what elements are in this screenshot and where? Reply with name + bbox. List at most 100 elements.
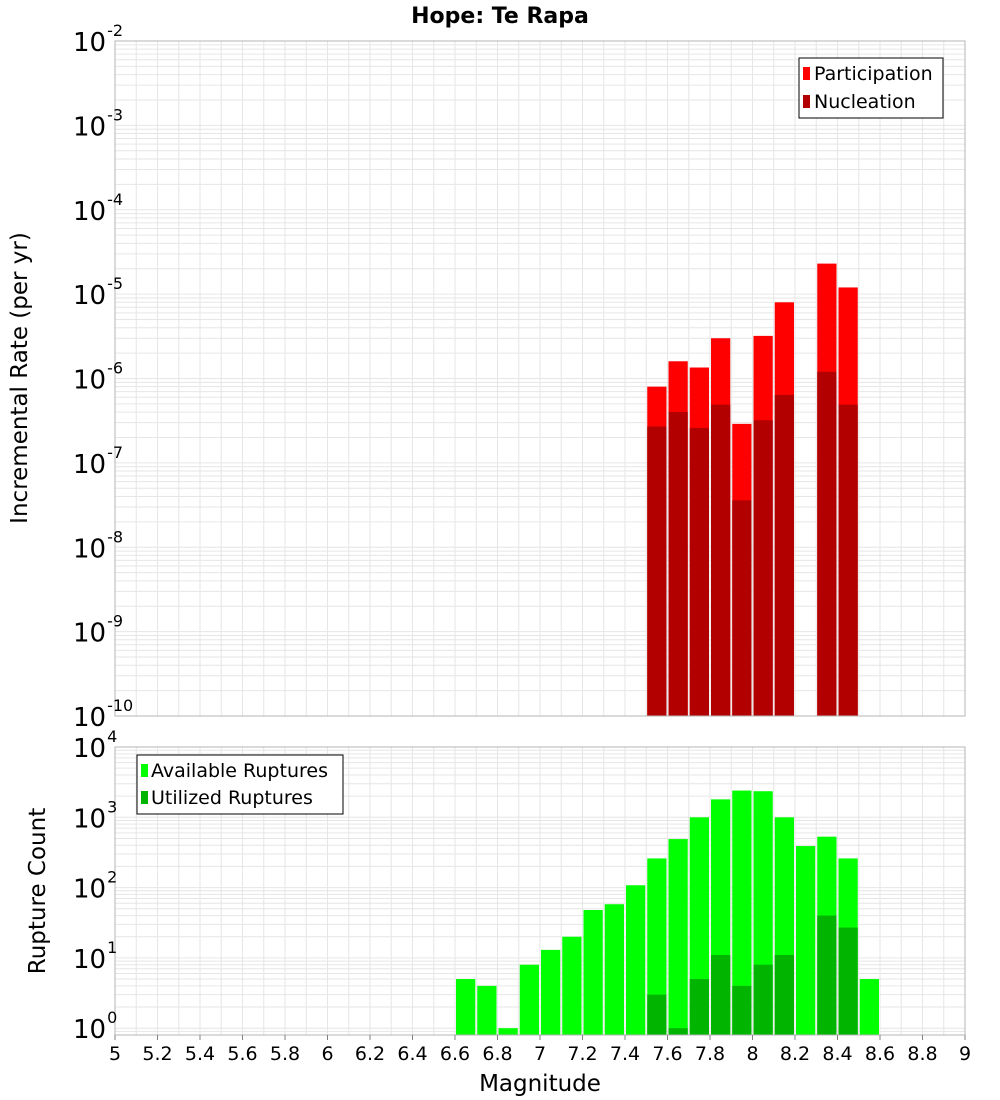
bottom-bar-available-ruptures xyxy=(604,904,624,1035)
y-tick-label: 10-5 xyxy=(73,274,123,311)
bottom-bar-available-ruptures xyxy=(796,846,816,1035)
x-tick-label: 6.4 xyxy=(397,1043,427,1065)
y-tick-exponent: -3 xyxy=(107,105,123,124)
x-tick-label: 7.2 xyxy=(567,1043,597,1065)
x-tick-label: 7.4 xyxy=(610,1043,640,1065)
y-tick-label: 10-7 xyxy=(73,443,123,480)
top-bar-nucleation xyxy=(817,371,837,716)
y-tick-exponent: -5 xyxy=(107,274,123,293)
x-tick-label: 5.2 xyxy=(142,1043,172,1065)
y-tick-exponent: 0 xyxy=(107,1008,117,1027)
x-tick-label: 8.2 xyxy=(780,1043,810,1065)
legend-swatch-utilized xyxy=(141,791,148,804)
bottom-bar-utilized-ruptures xyxy=(817,915,837,1035)
y-tick-exponent: 3 xyxy=(107,797,117,816)
x-tick-label: 5.4 xyxy=(185,1043,215,1065)
bottom-bar-available-ruptures xyxy=(859,979,879,1035)
top-bar-nucleation xyxy=(838,404,858,716)
y-tick-label: 10-8 xyxy=(73,527,123,564)
x-tick-label: 6.6 xyxy=(440,1043,470,1065)
x-tick-label: 6 xyxy=(321,1043,333,1065)
top-bar-nucleation xyxy=(689,427,709,716)
top-bars xyxy=(647,263,858,716)
x-tick-label: 7.8 xyxy=(695,1043,725,1065)
y-tick-label: 102 xyxy=(73,868,117,905)
bottom-bar-available-ruptures xyxy=(541,949,561,1035)
bottom-bar-utilized-ruptures xyxy=(732,985,752,1035)
bottom-bar-available-ruptures xyxy=(477,985,497,1035)
bottom-bar-available-ruptures xyxy=(732,790,752,1035)
y-tick-label: 10-6 xyxy=(73,359,123,396)
top-bar-nucleation xyxy=(732,500,752,716)
bottom-bar-available-ruptures xyxy=(456,979,476,1035)
y-tick-exponent: -8 xyxy=(107,527,123,546)
y-tick-label: 103 xyxy=(73,797,117,834)
bottom-legend: Available Ruptures Utilized Ruptures xyxy=(136,754,344,815)
bottom-bar-available-ruptures xyxy=(583,910,603,1035)
x-tick-label: 8 xyxy=(746,1043,758,1065)
chart-title: Hope: Te Rapa xyxy=(411,4,589,29)
y-tick-exponent: -4 xyxy=(107,190,123,209)
x-tick-label: 5.8 xyxy=(270,1043,300,1065)
y-tick-exponent: -2 xyxy=(107,21,123,40)
top-plot-area: 10-2 10-3 10-4 10-5 10-6 10-7 10-8 10-9 10-10 xyxy=(73,21,966,733)
y-tick-label: 101 xyxy=(73,938,117,975)
x-tick-label: 8.4 xyxy=(822,1043,852,1065)
top-bar-nucleation xyxy=(753,420,773,716)
top-legend-box xyxy=(798,57,944,119)
top-plot-frame xyxy=(114,40,966,717)
x-tick-label: 5.6 xyxy=(227,1043,257,1065)
top-grid xyxy=(114,41,966,717)
top-bar-nucleation xyxy=(647,426,667,716)
y-tick-exponent: -9 xyxy=(107,612,123,631)
bottom-bar-utilized-ruptures xyxy=(753,964,773,1035)
y-tick-label: 10-4 xyxy=(73,190,123,227)
top-bar-nucleation xyxy=(774,394,794,716)
bottom-bar-utilized-ruptures xyxy=(668,1028,688,1035)
bottom-plot-area: 1 0 4 103 102 101 100 5 5.2 5.4 5.6 5.8 6 6.2 6.4 6.6 6… xyxy=(73,727,971,1065)
legend-swatch-participation xyxy=(803,67,810,80)
y-tick-label: 10-2 xyxy=(73,21,123,58)
y-tick-label: 10-3 xyxy=(73,105,123,142)
y-tick-exponent: 4 xyxy=(107,727,117,746)
legend-label-utilized: Utilized Ruptures xyxy=(151,787,313,809)
x-tick-label: 9 xyxy=(959,1043,971,1065)
y-tick-exponent: -6 xyxy=(107,359,123,378)
x-tick-label: 5 xyxy=(109,1043,121,1065)
legend-swatch-available xyxy=(141,764,148,777)
y-tick-exponent: -10 xyxy=(107,696,133,715)
bottom-y-axis-label: Rupture Count xyxy=(25,808,51,974)
legend-label-participation: Participation xyxy=(814,63,933,85)
bottom-bar-utilized-ruptures xyxy=(838,927,858,1035)
x-ticks: 5 5.2 5.4 5.6 5.8 6 6.2 6.4 6.6 6.8 7 7.2 7.4 7.6 7.8 8… xyxy=(109,1035,971,1065)
bottom-bar-available-ruptures xyxy=(668,839,688,1035)
bottom-bar-utilized-ruptures xyxy=(774,954,794,1035)
bottom-bar-available-ruptures xyxy=(519,964,539,1035)
x-axis-label: Magnitude xyxy=(479,1071,601,1097)
legend-label-available: Available Ruptures xyxy=(151,760,328,782)
y-tick-exponent: 2 xyxy=(107,868,117,887)
bottom-bar-available-ruptures xyxy=(626,885,646,1035)
bottom-bar-available-ruptures xyxy=(498,1028,518,1035)
bottom-bar-available-ruptures xyxy=(647,858,667,1035)
bottom-bar-utilized-ruptures xyxy=(647,994,667,1035)
x-tick-label: 8.8 xyxy=(907,1043,937,1065)
bottom-bars xyxy=(456,790,879,1035)
bottom-bar-utilized-ruptures xyxy=(711,954,731,1035)
top-y-ticks: 10-2 10-3 10-4 10-5 10-6 10-7 10-8 10-9 10-10 xyxy=(73,21,133,733)
top-bar-nucleation xyxy=(668,412,688,716)
bottom-y-ticks: 1 0 4 103 102 101 100 xyxy=(73,727,117,1045)
legend-label-nucleation: Nucleation xyxy=(814,91,916,113)
y-tick-exponent: 1 xyxy=(107,938,117,957)
bottom-bar-available-ruptures xyxy=(562,936,582,1035)
x-tick-label: 7.6 xyxy=(652,1043,682,1065)
x-tick-label: 7 xyxy=(534,1043,546,1065)
bottom-bar-utilized-ruptures xyxy=(689,979,709,1035)
bottom-legend-box xyxy=(136,754,344,815)
top-legend: Participation Nucleation xyxy=(798,57,944,119)
x-tick-label: 6.2 xyxy=(355,1043,385,1065)
top-bar-nucleation xyxy=(711,404,731,716)
y-tick-label: 100 xyxy=(73,1008,117,1045)
legend-swatch-nucleation xyxy=(803,95,810,108)
